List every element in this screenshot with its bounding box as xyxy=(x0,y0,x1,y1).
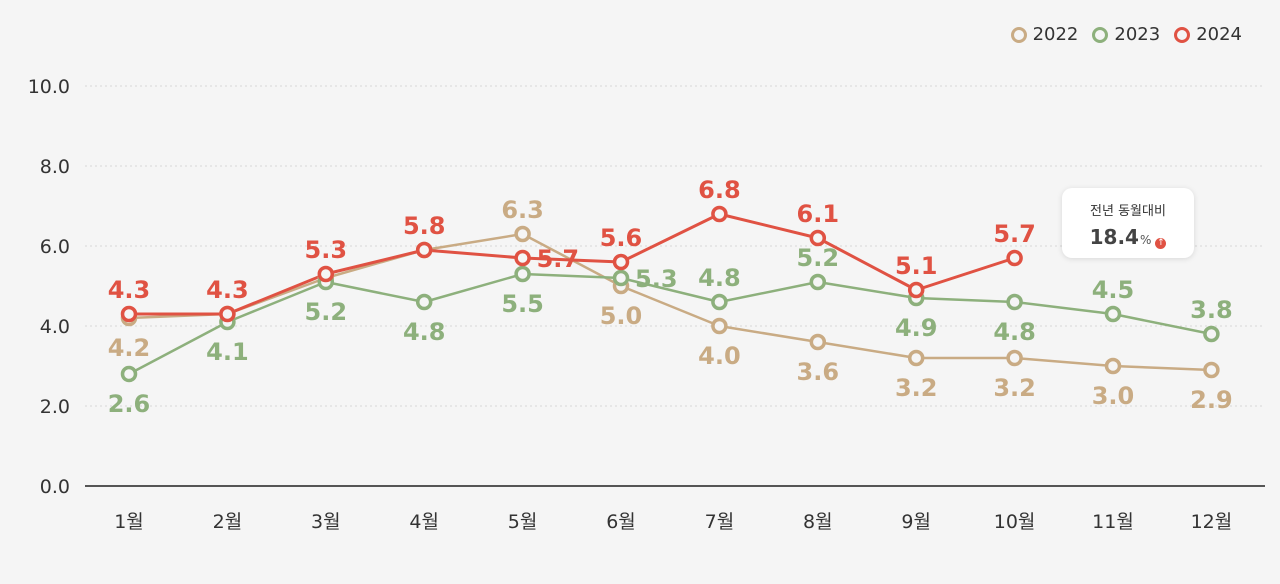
yoy-callout: 전년 동월대비 18.4 % ↑ xyxy=(1062,188,1194,258)
x-tick-label: 8월 xyxy=(803,511,833,533)
data-label-2022: 4.0 xyxy=(698,342,741,370)
x-tick-label: 9월 xyxy=(901,511,931,533)
data-label-2022: 3.2 xyxy=(895,374,938,402)
legend-label-2023: 2023 xyxy=(1114,24,1161,45)
y-tick-label: 0.0 xyxy=(40,476,70,498)
data-label-2024: 6.8 xyxy=(698,176,741,204)
data-point-2024 xyxy=(317,265,335,283)
series-line-2023 xyxy=(128,272,1212,376)
y-tick-label: 4.0 xyxy=(40,316,70,338)
data-point-2023 xyxy=(1203,325,1220,343)
data-label-2023: 4.1 xyxy=(206,338,249,366)
x-tick-label: 3월 xyxy=(311,511,341,533)
x-tick-label: 4월 xyxy=(409,511,439,533)
legend-swatch-2023 xyxy=(1092,26,1109,43)
x-tick-label: 7월 xyxy=(705,511,735,533)
data-label-2023: 4.5 xyxy=(1092,276,1135,304)
data-label-2024: 5.3 xyxy=(305,236,348,264)
up-arrow-icon: ↑ xyxy=(1155,238,1167,249)
callout-unit: % xyxy=(1139,233,1152,247)
data-label-2024: 4.3 xyxy=(108,276,151,304)
data-point-2022 xyxy=(711,317,728,335)
x-tick-label: 10월 xyxy=(994,511,1036,533)
data-point-2023 xyxy=(514,265,531,283)
data-point-2024 xyxy=(612,253,630,271)
data-label-2023: 4.8 xyxy=(698,264,741,292)
data-label-2022: 3.2 xyxy=(993,374,1036,402)
data-label-2024: 5.1 xyxy=(895,252,938,280)
data-point-2024 xyxy=(415,241,433,259)
data-label-2024: 5.7 xyxy=(537,245,580,273)
data-point-2024 xyxy=(809,229,827,247)
data-point-2022 xyxy=(514,225,531,243)
x-tick-label: 11월 xyxy=(1092,511,1134,533)
data-label-2023: 5.2 xyxy=(797,244,840,272)
data-label-2022: 3.0 xyxy=(1092,382,1135,410)
data-label-2022: 3.6 xyxy=(797,358,840,386)
x-tick-label: 1월 xyxy=(114,511,144,533)
data-point-2022 xyxy=(1006,349,1023,367)
x-tick-label: 5월 xyxy=(508,511,538,533)
y-tick-label: 2.0 xyxy=(40,396,70,418)
data-label-2022: 2.9 xyxy=(1190,386,1233,414)
data-point-2024 xyxy=(514,249,531,267)
data-point-2022 xyxy=(907,349,925,367)
data-label-2023: 3.8 xyxy=(1190,296,1233,324)
y-tick-label: 6.0 xyxy=(40,236,70,258)
data-label-2023: 5.3 xyxy=(635,265,678,293)
data-label-2022: 4.2 xyxy=(108,334,151,362)
data-point-2023 xyxy=(120,365,138,383)
legend-swatch-2022 xyxy=(1010,26,1027,43)
legend-item-2024[interactable]: 2024 xyxy=(1174,24,1242,45)
data-label-2023: 4.8 xyxy=(403,318,446,346)
data-label-2023: 4.9 xyxy=(895,314,938,342)
data-point-2022 xyxy=(1203,361,1220,379)
x-tick-label: 6월 xyxy=(606,511,636,533)
data-label-2024: 5.7 xyxy=(993,220,1036,248)
data-point-2022 xyxy=(1104,357,1122,375)
data-point-2023 xyxy=(415,293,433,311)
data-point-2023 xyxy=(1104,305,1122,323)
data-point-2024 xyxy=(907,281,925,299)
data-point-2022 xyxy=(809,333,827,351)
data-point-2024 xyxy=(1006,249,1023,267)
legend: 2022 2023 2024 xyxy=(1010,24,1242,45)
callout-label: 전년 동월대비 xyxy=(1090,204,1166,219)
data-point-2024 xyxy=(219,305,236,323)
data-label-2024: 5.8 xyxy=(403,212,446,240)
data-point-2024 xyxy=(711,205,728,223)
data-label-2023: 5.2 xyxy=(305,298,348,326)
data-label-2024: 4.3 xyxy=(206,276,249,304)
data-point-2023 xyxy=(1006,293,1023,311)
x-tick-label: 2월 xyxy=(213,511,243,533)
callout-value: 18.4 xyxy=(1089,225,1139,249)
y-tick-label: 10.0 xyxy=(28,76,70,98)
data-label-2023: 4.8 xyxy=(993,318,1036,346)
data-point-2023 xyxy=(809,273,827,291)
legend-item-2022[interactable]: 2022 xyxy=(1010,24,1079,45)
data-label-2022: 6.3 xyxy=(501,196,544,224)
legend-item-2023[interactable]: 2023 xyxy=(1092,24,1160,45)
data-label-2024: 5.6 xyxy=(600,224,643,252)
data-label-2023: 2.6 xyxy=(108,390,151,418)
series-line-2024 xyxy=(129,212,1016,316)
legend-label-2022: 2022 xyxy=(1032,24,1079,45)
legend-label-2024: 2024 xyxy=(1196,24,1242,45)
legend-swatch-2024 xyxy=(1174,26,1191,43)
data-point-2023 xyxy=(612,269,630,287)
data-label-2024: 6.1 xyxy=(797,200,840,228)
data-point-2024 xyxy=(120,305,138,323)
data-label-2022: 5.0 xyxy=(600,302,643,330)
series-line-2022 xyxy=(128,232,1212,372)
data-label-2023: 5.5 xyxy=(501,290,544,318)
data-point-2023 xyxy=(711,293,728,311)
y-tick-label: 8.0 xyxy=(40,156,70,178)
callout-value-row: 18.4 % ↑ xyxy=(1062,225,1194,249)
x-tick-label: 12월 xyxy=(1191,511,1233,533)
